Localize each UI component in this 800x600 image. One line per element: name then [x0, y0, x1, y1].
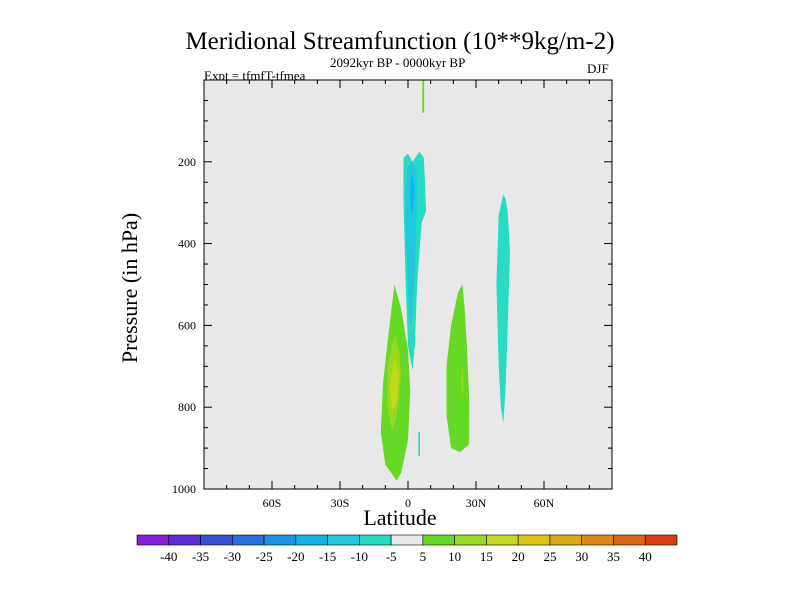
- colorbar-swatch: [295, 534, 328, 546]
- colorbar-label: -30: [224, 549, 241, 564]
- colorbar-swatch: [454, 534, 487, 546]
- y-tick-label: 400: [178, 237, 196, 251]
- colorbar-swatch: [581, 534, 614, 546]
- colorbar-swatch: [200, 534, 233, 546]
- colorbar-label: 5: [420, 549, 427, 564]
- colorbar-label: -15: [319, 549, 336, 564]
- colorbar-label: 20: [512, 549, 525, 564]
- colorbar-swatch: [549, 534, 583, 546]
- colorbar-swatch: [136, 534, 170, 546]
- colorbar-swatch: [486, 534, 519, 546]
- colorbar-swatch: [263, 534, 297, 546]
- x-tick-label: 0: [405, 496, 411, 510]
- time-range-label: 2092kyr BP - 0000kyr BP: [330, 55, 466, 70]
- colorbar-swatch: [517, 534, 551, 546]
- colorbar-label: 25: [543, 549, 556, 564]
- colorbar-label: -25: [255, 549, 272, 564]
- colorbar-label: -5: [386, 549, 397, 564]
- colorbar-swatch: [422, 534, 455, 546]
- colorbar-swatch: [644, 534, 678, 546]
- contour-equatorial-negative-core-10: [405, 161, 418, 326]
- colorbar-label: -20: [287, 549, 304, 564]
- colorbar-swatch: [327, 534, 360, 546]
- colorbar-swatch: [390, 534, 424, 546]
- colorbar-label: -10: [351, 549, 368, 564]
- y-tick-label: 800: [178, 400, 196, 414]
- colorbar-label: 30: [575, 549, 588, 564]
- colorbar-label: 35: [607, 549, 620, 564]
- colorbar-label: 40: [639, 549, 652, 564]
- colorbar-label: 10: [448, 549, 461, 564]
- colorbar-label: -40: [160, 549, 177, 564]
- x-tick-label: 60S: [263, 496, 282, 510]
- contour-equator-bottom-streak: [418, 431, 420, 457]
- x-tick-label: 60N: [534, 496, 555, 510]
- x-axis-label: Latitude: [363, 505, 437, 530]
- y-tick-label: 1000: [172, 482, 196, 496]
- chart-title: Meridional Streamfunction (10**9kg/m-2): [185, 28, 615, 55]
- colorbar-swatch: [231, 534, 265, 546]
- x-tick-label: 30S: [331, 496, 350, 510]
- contour-sh-positive-core-20: [389, 358, 399, 412]
- experiment-label: Expt = tfmfT-tfmea: [204, 68, 306, 83]
- colorbar-swatch: [168, 534, 201, 546]
- contour-equatorial-negative-core-15: [410, 174, 415, 215]
- colorbar-swatch: [359, 534, 392, 546]
- x-tick-label: 30N: [466, 496, 487, 510]
- contour-nh-positive-cell: [446, 284, 470, 453]
- contour-nh-positive-core-15: [461, 362, 464, 399]
- colorbar-swatch: [613, 534, 646, 546]
- colorbar-label: -35: [192, 549, 209, 564]
- y-tick-label: 200: [178, 155, 196, 169]
- y-tick-label: 600: [178, 318, 196, 332]
- contour-nh-negative-cell: [496, 194, 510, 424]
- season-label: DJF: [587, 61, 609, 76]
- contour-equator-top-streak: [422, 80, 425, 113]
- colorbar-label: 15: [480, 549, 493, 564]
